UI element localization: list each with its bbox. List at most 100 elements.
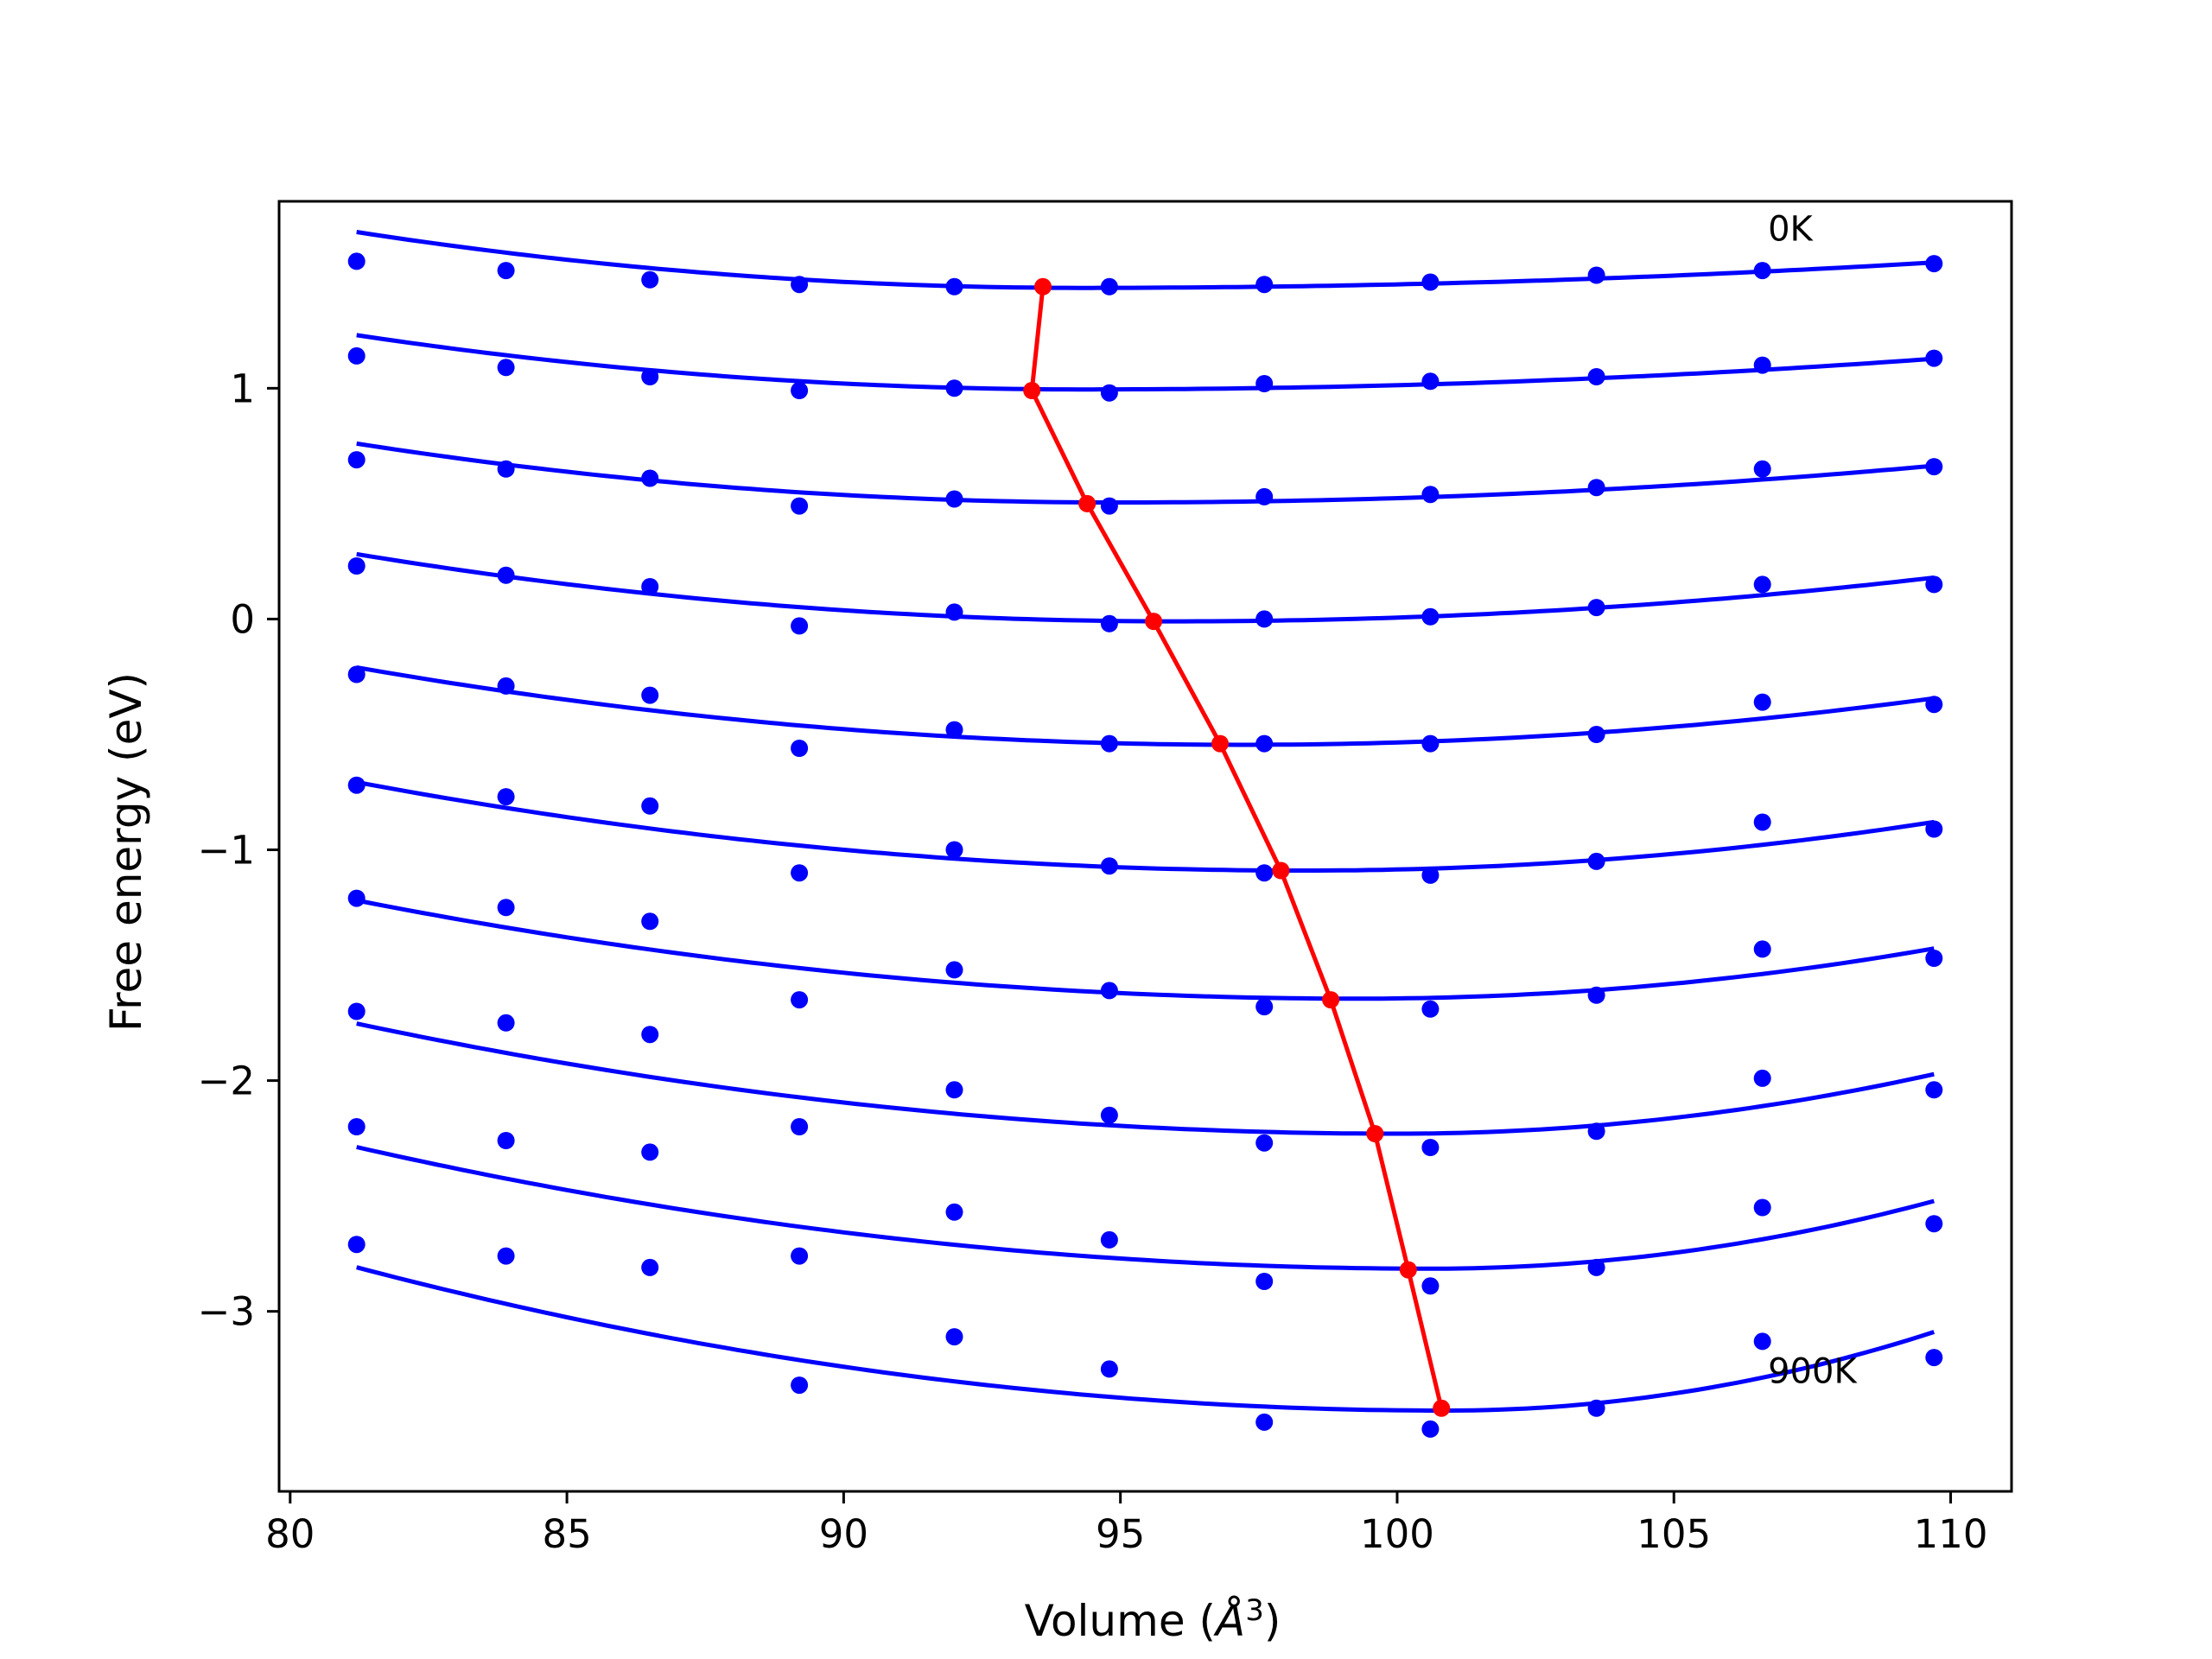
data-point [791, 497, 809, 515]
data-point [1100, 384, 1118, 402]
data-point [1421, 734, 1440, 753]
fit-curve-6 [356, 779, 1935, 873]
x-tick-label: 90 [819, 1511, 868, 1557]
x-tick-label: 85 [542, 1511, 591, 1557]
x-axis-label-close: ) [1264, 1596, 1281, 1646]
data-point [945, 277, 963, 296]
data-point [1925, 1349, 1943, 1367]
data-point [1925, 950, 1943, 967]
data-point [1753, 1069, 1771, 1087]
data-point [791, 1118, 809, 1135]
data-point [1100, 1106, 1118, 1124]
x-tick-label: 110 [1914, 1511, 1988, 1557]
data-point [1587, 479, 1605, 497]
data-point [1421, 607, 1440, 626]
data-point [1753, 460, 1771, 478]
x-axis-label-unit: Å [1213, 1596, 1245, 1646]
x-axis-label-text: Volume ( [1025, 1596, 1216, 1646]
x-tick-label: 105 [1637, 1511, 1711, 1557]
fit-curve-5 [356, 664, 1935, 747]
data-point [1753, 813, 1771, 831]
data-point [945, 603, 963, 621]
minimum-point [1399, 1261, 1417, 1279]
data-point [1421, 1420, 1440, 1438]
data-point [641, 1143, 659, 1161]
data-point [347, 1236, 365, 1254]
data-point [945, 961, 963, 979]
data-point [1255, 864, 1274, 882]
data-point [1587, 986, 1605, 1004]
y-axis-label: Free energy (eV) [101, 672, 151, 1032]
data-point [791, 1247, 809, 1265]
data-point [1753, 940, 1771, 958]
data-point [1255, 276, 1274, 294]
data-point [945, 1081, 963, 1099]
minimum-point [1034, 277, 1052, 296]
data-point [497, 262, 515, 280]
fit-curve-9 [356, 1145, 1935, 1271]
data-points [347, 252, 1943, 1438]
data-point [1100, 982, 1118, 1000]
data-point [1587, 368, 1605, 385]
fit-curve-2 [356, 333, 1935, 392]
fit-curve-7 [356, 898, 1935, 1001]
data-point [1587, 726, 1605, 743]
data-point [347, 252, 365, 270]
data-point [945, 721, 963, 739]
fit-curve-10 [356, 1265, 1936, 1413]
data-point [1255, 375, 1274, 392]
data-point [641, 469, 659, 487]
data-point [641, 912, 659, 931]
data-point [347, 1002, 365, 1020]
minimum-point [1211, 734, 1229, 753]
y-tick-label: −3 [198, 1289, 255, 1335]
data-point [347, 665, 365, 683]
data-point [1753, 693, 1771, 711]
data-point [1421, 1277, 1440, 1295]
data-point [497, 1247, 515, 1265]
data-point [1421, 866, 1440, 884]
data-point [1753, 1332, 1771, 1351]
data-point [1587, 1399, 1605, 1417]
x-axis: 80 85 90 95 100 105 110 [265, 1491, 1987, 1557]
data-point [1100, 1360, 1118, 1378]
data-point [791, 991, 809, 1009]
data-point [791, 740, 809, 757]
data-point [1421, 1139, 1440, 1156]
data-point [497, 788, 515, 806]
data-point [945, 1203, 963, 1221]
data-point [1421, 372, 1440, 391]
data-point [945, 379, 963, 397]
minimum-point [1145, 613, 1163, 631]
data-point [1100, 614, 1118, 632]
y-tick-label: −1 [198, 828, 255, 874]
minima-line [1029, 286, 1444, 1409]
data-point [1925, 458, 1943, 476]
fit-curve-8 [356, 1021, 1935, 1136]
minimum-point [1272, 861, 1290, 880]
data-point [1255, 1413, 1274, 1431]
temperature-annotation: 900K [1768, 1352, 1858, 1392]
minimum-point [1078, 494, 1096, 512]
annotations: 0K 900K [1768, 209, 1858, 1391]
data-point [791, 864, 809, 882]
data-point [1100, 497, 1118, 515]
data-point [1925, 696, 1943, 714]
data-point [1100, 734, 1118, 753]
data-point [1925, 1081, 1943, 1099]
data-point [641, 368, 659, 385]
data-point [1925, 255, 1943, 273]
minimum-point [1366, 1125, 1384, 1142]
data-point [1925, 349, 1943, 367]
data-point [1753, 1198, 1771, 1217]
data-point [347, 1118, 365, 1135]
data-point [791, 1376, 809, 1395]
data-point [497, 460, 515, 478]
plot-area [347, 230, 1943, 1438]
data-point [347, 557, 365, 575]
data-point [1587, 852, 1605, 870]
data-point [1587, 599, 1605, 617]
fit-curves [356, 230, 1936, 1413]
data-point [791, 276, 809, 294]
